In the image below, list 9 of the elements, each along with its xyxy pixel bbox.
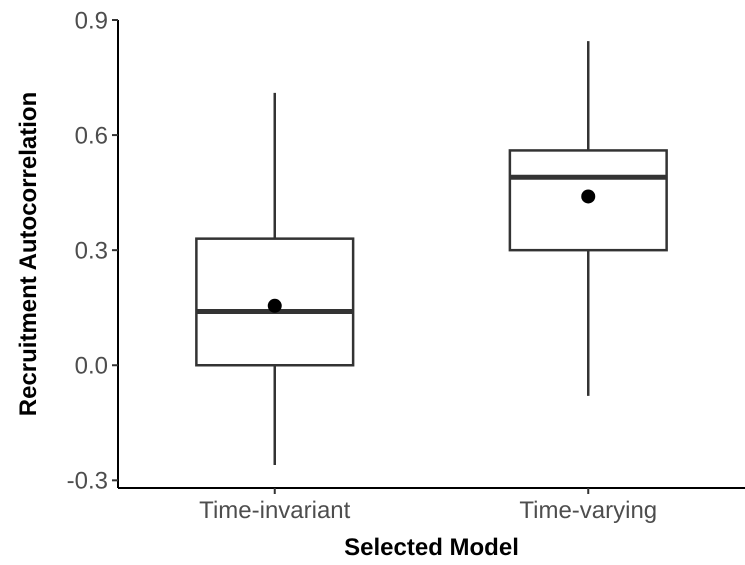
y-tick-label: 0.9 [74,7,108,34]
y-tick-label: -0.3 [66,468,108,495]
x-tick-label: Time-invariant [199,497,351,524]
y-axis-title: Recruitment Autocorrelation [15,92,42,416]
x-tick-label: Time-varying [519,497,658,524]
x-axis-title: Selected Model [344,534,519,561]
y-tick-label: 0.6 [74,122,108,150]
y-tick-label: 0.0 [74,352,108,380]
y-tick-label: 0.3 [74,238,108,265]
